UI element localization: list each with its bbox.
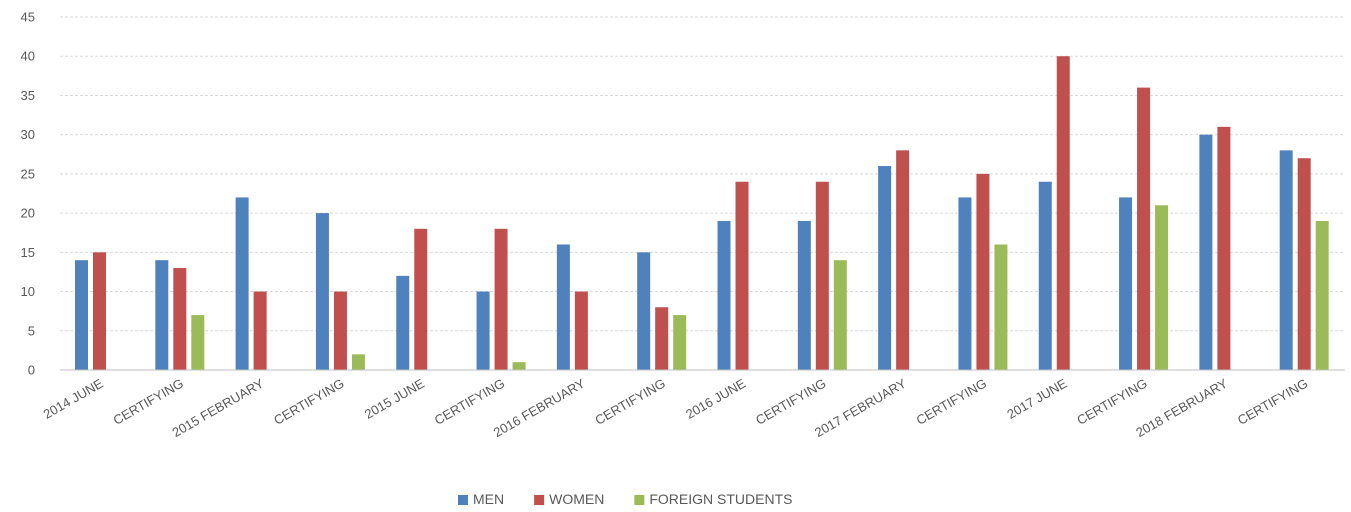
bar-women — [333, 291, 347, 370]
bar-men — [717, 220, 731, 370]
y-tick-label: 0 — [28, 363, 35, 378]
bars — [75, 56, 1329, 370]
bar-women — [1297, 158, 1311, 370]
x-tick-label: CERTIFYING — [110, 376, 185, 428]
bar-men — [1279, 150, 1293, 370]
x-tick-label: 2018 FEBRUARY — [1133, 375, 1230, 440]
y-tick-label: 25 — [21, 166, 35, 181]
bar-women — [574, 291, 588, 370]
bar-women — [494, 228, 508, 370]
legend: MEN WOMEN FOREIGN STUDENTS — [458, 491, 792, 507]
bar-women — [93, 252, 106, 370]
bar-men — [878, 166, 892, 370]
bar-women — [414, 228, 428, 370]
y-tick-label: 15 — [21, 245, 35, 260]
x-tick-label: CERTIFYING — [432, 376, 507, 428]
bar-foreign-students — [512, 362, 526, 370]
bar-men — [476, 291, 490, 370]
y-tick-label: 35 — [21, 88, 35, 103]
x-tick-label: 2014 JUNE — [41, 375, 106, 421]
bar-foreign-students — [1155, 205, 1169, 370]
legend-swatch — [458, 495, 468, 505]
bar-women — [655, 307, 669, 370]
legend-swatch — [634, 495, 645, 505]
y-axis-ticks: 0 5 10 15 20 25 30 35 40 45 — [21, 10, 35, 378]
bar-men — [556, 244, 570, 370]
x-tick-label: CERTIFYING — [1074, 376, 1149, 428]
bar-women — [976, 173, 990, 370]
y-tick-label: 45 — [21, 10, 35, 25]
bar-men — [797, 220, 811, 370]
legend-label: WOMEN — [549, 491, 604, 507]
bar-women — [1137, 87, 1151, 370]
bar-women — [735, 181, 749, 370]
bar-women — [896, 150, 910, 370]
x-tick-label: CERTIFYING — [592, 376, 667, 428]
bar-women — [1217, 126, 1231, 370]
x-tick-label: 2017 FEBRUARY — [812, 375, 909, 440]
bar-men — [315, 213, 329, 370]
x-tick-label: CERTIFYING — [914, 376, 989, 428]
bar-women — [1056, 56, 1070, 370]
bar-foreign-students — [1315, 220, 1329, 370]
bar-foreign-students — [833, 260, 847, 370]
y-tick-label: 40 — [21, 49, 35, 64]
bar-men — [637, 252, 651, 370]
bar-foreign-students — [351, 354, 365, 370]
x-tick-label: 2017 JUNE — [1004, 375, 1069, 421]
y-tick-label: 20 — [21, 206, 35, 221]
bar-men — [1119, 197, 1133, 370]
x-tick-label: CERTIFYING — [1235, 376, 1310, 428]
y-tick-label: 5 — [28, 323, 35, 338]
legend-swatch — [534, 495, 545, 505]
bar-men — [75, 260, 88, 370]
x-tick-label: 2016 JUNE — [683, 375, 748, 421]
x-tick-label: 2015 FEBRUARY — [169, 375, 266, 440]
x-tick-label: 2016 FEBRUARY — [491, 375, 588, 440]
bar-men — [155, 260, 169, 370]
bar-women — [815, 181, 829, 370]
bar-women — [253, 291, 267, 370]
bar-men — [235, 197, 249, 370]
bar-foreign-students — [191, 315, 205, 370]
x-tick-label: 2015 JUNE — [362, 375, 427, 421]
y-tick-label: 10 — [21, 284, 35, 299]
bar-men — [958, 197, 972, 370]
legend-label: MEN — [473, 491, 504, 507]
bar-foreign-students — [994, 244, 1008, 370]
bar-men — [1038, 181, 1052, 370]
gridlines — [60, 16, 1345, 332]
bar-men — [396, 275, 410, 370]
bar-women — [173, 268, 187, 370]
legend-label: FOREIGN STUDENTS — [649, 491, 792, 507]
x-tick-label: CERTIFYING — [753, 376, 828, 428]
x-tick-label: CERTIFYING — [271, 376, 346, 428]
y-tick-label: 30 — [21, 127, 35, 142]
bar-men — [1199, 134, 1213, 370]
bar-foreign-students — [673, 315, 687, 370]
